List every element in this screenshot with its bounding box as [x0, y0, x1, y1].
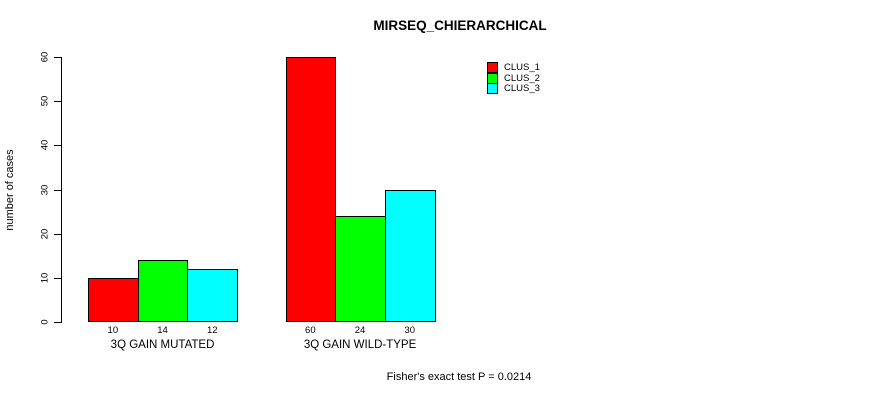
bar-value-label: 24	[354, 325, 366, 336]
bar-value-label: 30	[404, 325, 416, 336]
y-axis-label: number of cases	[4, 149, 16, 231]
legend-swatch-icon	[487, 83, 498, 95]
legend-swatch-icon	[487, 61, 498, 73]
legend-item-clus_3: CLUS_3	[487, 83, 540, 95]
bar-clus_1-group1	[88, 277, 139, 322]
bar-clus_3-group2	[384, 189, 436, 322]
legend-label: CLUS_2	[504, 72, 540, 84]
legend-item-clus_2: CLUS_2	[487, 72, 540, 84]
legend: CLUS_1 CLUS_2 CLUS_3	[487, 61, 540, 95]
bar-value-label: 10	[107, 325, 119, 336]
bar-value-label: 12	[206, 325, 218, 336]
bar-value-label: 14	[157, 325, 168, 336]
y-tick-label: 40	[39, 140, 51, 151]
bar-clus_2-group2	[335, 216, 386, 322]
y-tick-label: 0	[39, 319, 51, 325]
y-axis-line	[61, 57, 62, 323]
y-tick-label: 50	[39, 95, 51, 107]
bar-clus_2-group1	[137, 260, 189, 322]
y-tick-label: 60	[39, 51, 51, 63]
legend-item-clus_1: CLUS_1	[487, 61, 540, 73]
bar-clus_1-group2	[285, 57, 337, 322]
legend-swatch-icon	[487, 72, 498, 84]
fisher-test-annotation: Fisher's exact test P = 0.0214	[386, 371, 532, 383]
category-label: 3Q GAIN MUTATED	[110, 339, 215, 351]
category-label: 3Q GAIN WILD-TYPE	[303, 339, 417, 351]
y-tick-mark	[54, 322, 61, 323]
y-tick-label: 10	[39, 272, 51, 284]
chart-title: MIRSEQ_CHIERARCHICAL	[373, 18, 547, 33]
bar-value-label: 60	[305, 325, 316, 336]
legend-label: CLUS_3	[504, 83, 540, 95]
y-tick-mark	[54, 57, 61, 58]
y-tick-mark	[54, 277, 61, 279]
y-tick-mark	[54, 145, 61, 147]
bar-clus_3-group1	[187, 269, 239, 322]
y-tick-mark	[54, 233, 61, 235]
legend-label: CLUS_1	[504, 61, 540, 73]
y-tick-mark	[54, 101, 61, 103]
y-tick-label: 20	[39, 228, 51, 239]
y-tick-label: 30	[39, 184, 51, 195]
y-tick-mark	[54, 189, 61, 191]
